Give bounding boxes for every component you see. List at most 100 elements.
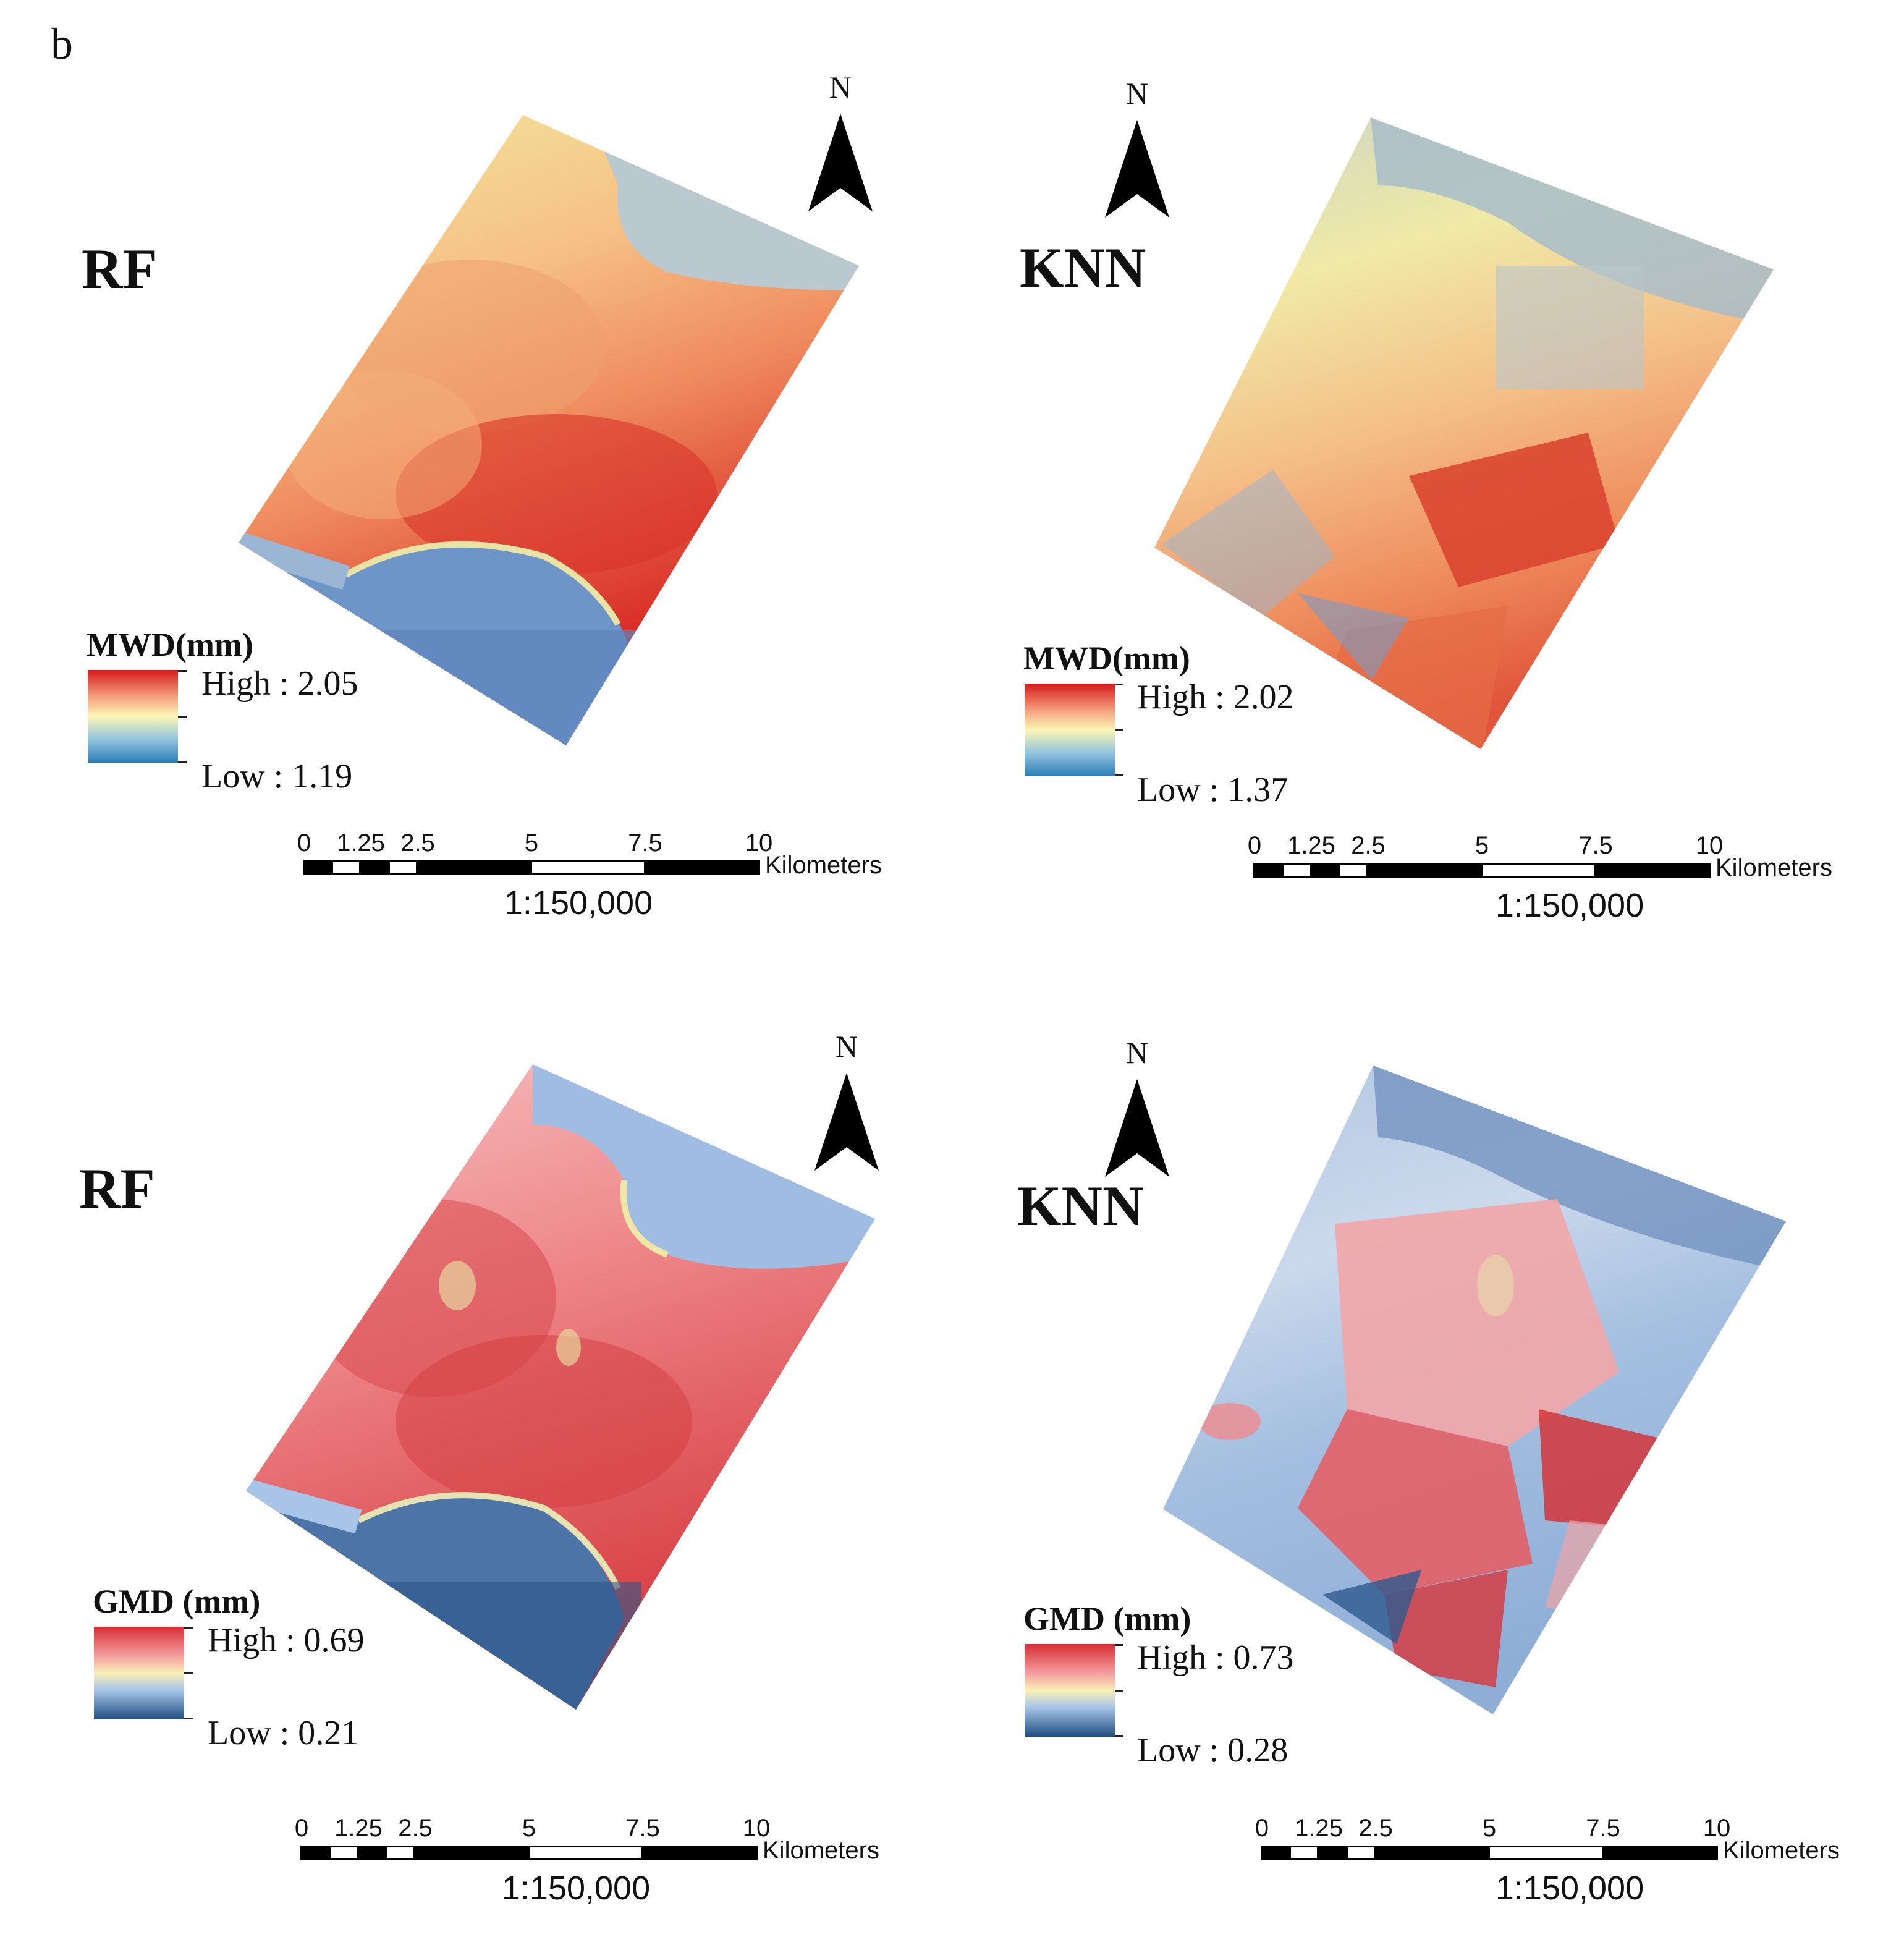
scale-tick-label: 1.25 [334, 1815, 383, 1842]
scale-tick-label: 10 [742, 1815, 771, 1842]
legend-tick [1115, 1735, 1123, 1737]
scale-tick-label: 2.5 [1358, 1815, 1393, 1842]
north-arrow-icon [1105, 120, 1169, 218]
scale-tick-label: 0 [1255, 1815, 1269, 1842]
panel-knn-gmd: KNN N GMD (mm) High : 0.73 Low : 0.28 0 … [952, 977, 1903, 1953]
scale-tick-label: 2.5 [400, 829, 435, 857]
north-arrow: N [1094, 75, 1180, 218]
legend-high-value: High : 2.02 [1137, 678, 1294, 716]
prediction-map [1154, 117, 1774, 749]
scale-tick-label: 0 [1247, 832, 1262, 859]
scale-tick-label: 10 [1695, 832, 1724, 859]
legend-tick [184, 1718, 193, 1719]
scale-unit: Kilometers [1716, 854, 1832, 881]
legend-low-value: Low : 1.37 [1137, 771, 1288, 809]
scale-tick-label: 0 [294, 1815, 309, 1842]
scale-tick-label: 5 [522, 1815, 536, 1842]
scale-segment [388, 860, 418, 875]
scale-bar: 0 1.25 2.5 5 7.5 10 Kilometers 1:150,000 [1248, 832, 1847, 931]
scale-segment [1289, 1846, 1319, 1860]
scale-unit: Kilometers [765, 852, 882, 879]
scale-segment [1481, 863, 1597, 878]
figure-label: b [51, 19, 73, 69]
scale-segment [417, 860, 533, 875]
scale-segment [644, 860, 760, 875]
legend-tick [178, 670, 187, 672]
scale-segment [1602, 1846, 1718, 1860]
north-label: N [829, 70, 852, 104]
scale-unit: Kilometers [763, 1837, 879, 1864]
legend-tick [178, 716, 187, 718]
scale-segment [414, 1846, 530, 1860]
scale-segment [1488, 1846, 1604, 1860]
prediction-map [1163, 1066, 1786, 1714]
scale-tick-label: 7.5 [1578, 832, 1613, 859]
scale-tick-label: 2.5 [1351, 832, 1386, 859]
model-label: KNN [1017, 1174, 1144, 1237]
scale-tick-label: 5 [1482, 1815, 1497, 1842]
scale-segment [1318, 1846, 1347, 1860]
legend-tick [178, 761, 187, 763]
legend-tick [1115, 1690, 1123, 1692]
legend-low-value: Low : 0.21 [208, 1714, 359, 1752]
scale-segment [530, 860, 646, 875]
prediction-map [246, 1064, 875, 1710]
north-arrow: N [797, 69, 884, 211]
scale-ratio: 1:150,000 [1495, 887, 1644, 924]
model-label: RF [79, 1157, 155, 1220]
legend-color-ramp [1025, 1644, 1115, 1737]
legend-title: GMD (mm) [1023, 1600, 1191, 1637]
scale-segment [641, 1846, 758, 1860]
legend-tick [184, 1627, 193, 1629]
scale-tick-label: 1.25 [1295, 1815, 1343, 1842]
legend-color-ramp [94, 1627, 184, 1719]
scale-tick-label: 0 [297, 829, 311, 857]
scale-segment [1374, 1846, 1491, 1860]
legend-high-value: High : 0.73 [1137, 1638, 1294, 1677]
scale-tick-label: 1.25 [337, 829, 385, 857]
legend-title: MWD(mm) [87, 626, 253, 663]
panel-knn-mwd: KNN N MWD(mm) High : 2.02 Low : 1.37 0 1… [952, 0, 1903, 977]
north-label: N [835, 1029, 858, 1064]
model-label: KNN [1020, 236, 1146, 299]
model-label: RF [82, 237, 158, 300]
north-label: N [1125, 76, 1149, 111]
scale-bar: 0 1.25 2.5 5 7.5 10 Kilometers 1:150,000 [1255, 1815, 1854, 1914]
scale-segment [1261, 1846, 1290, 1860]
scale-ratio: 1:150,000 [1495, 1870, 1644, 1907]
scale-tick-label: 7.5 [628, 829, 662, 857]
north-arrow-icon [1105, 1079, 1169, 1177]
scale-ratio: 1:150,000 [501, 1870, 651, 1907]
north-arrow-icon [808, 114, 873, 211]
scale-segment [1282, 863, 1311, 878]
scale-tick-label: 10 [745, 829, 773, 857]
legend-high-value: High : 2.05 [201, 664, 358, 703]
scale-segment [300, 1846, 330, 1860]
scale-segment [303, 860, 332, 875]
north-arrow-icon [814, 1073, 879, 1171]
scale-segment [1253, 863, 1283, 878]
legend-high-value: High : 0.69 [208, 1621, 365, 1659]
scale-tick-label: 1.25 [1287, 832, 1335, 859]
scale-tick-label: 5 [1475, 832, 1489, 859]
scale-segment [386, 1846, 415, 1860]
scale-tick-label: 5 [524, 829, 539, 857]
north-label: N [1125, 1035, 1149, 1070]
scale-segment [357, 1846, 387, 1860]
scale-segment [331, 860, 361, 875]
scale-segment [1346, 1846, 1376, 1860]
panel-rf-gmd: RF N GMD (mm) High : 0.69 Low : 0.21 0 1… [0, 977, 952, 1953]
legend-title: MWD(mm) [1023, 640, 1190, 677]
scale-segment [329, 1846, 358, 1860]
scale-segment [360, 860, 389, 875]
north-arrow: N [1094, 1035, 1180, 1177]
scale-unit: Kilometers [1723, 1837, 1840, 1864]
scale-segment [1339, 863, 1368, 878]
scale-tick-label: 2.5 [398, 1815, 433, 1842]
scale-ratio: 1:150,000 [504, 884, 653, 922]
legend-tick [1115, 729, 1123, 731]
prediction-map [239, 115, 859, 745]
scale-tick-label: 7.5 [625, 1815, 660, 1842]
scale-segment [1594, 863, 1711, 878]
scale-segment [528, 1846, 644, 1860]
